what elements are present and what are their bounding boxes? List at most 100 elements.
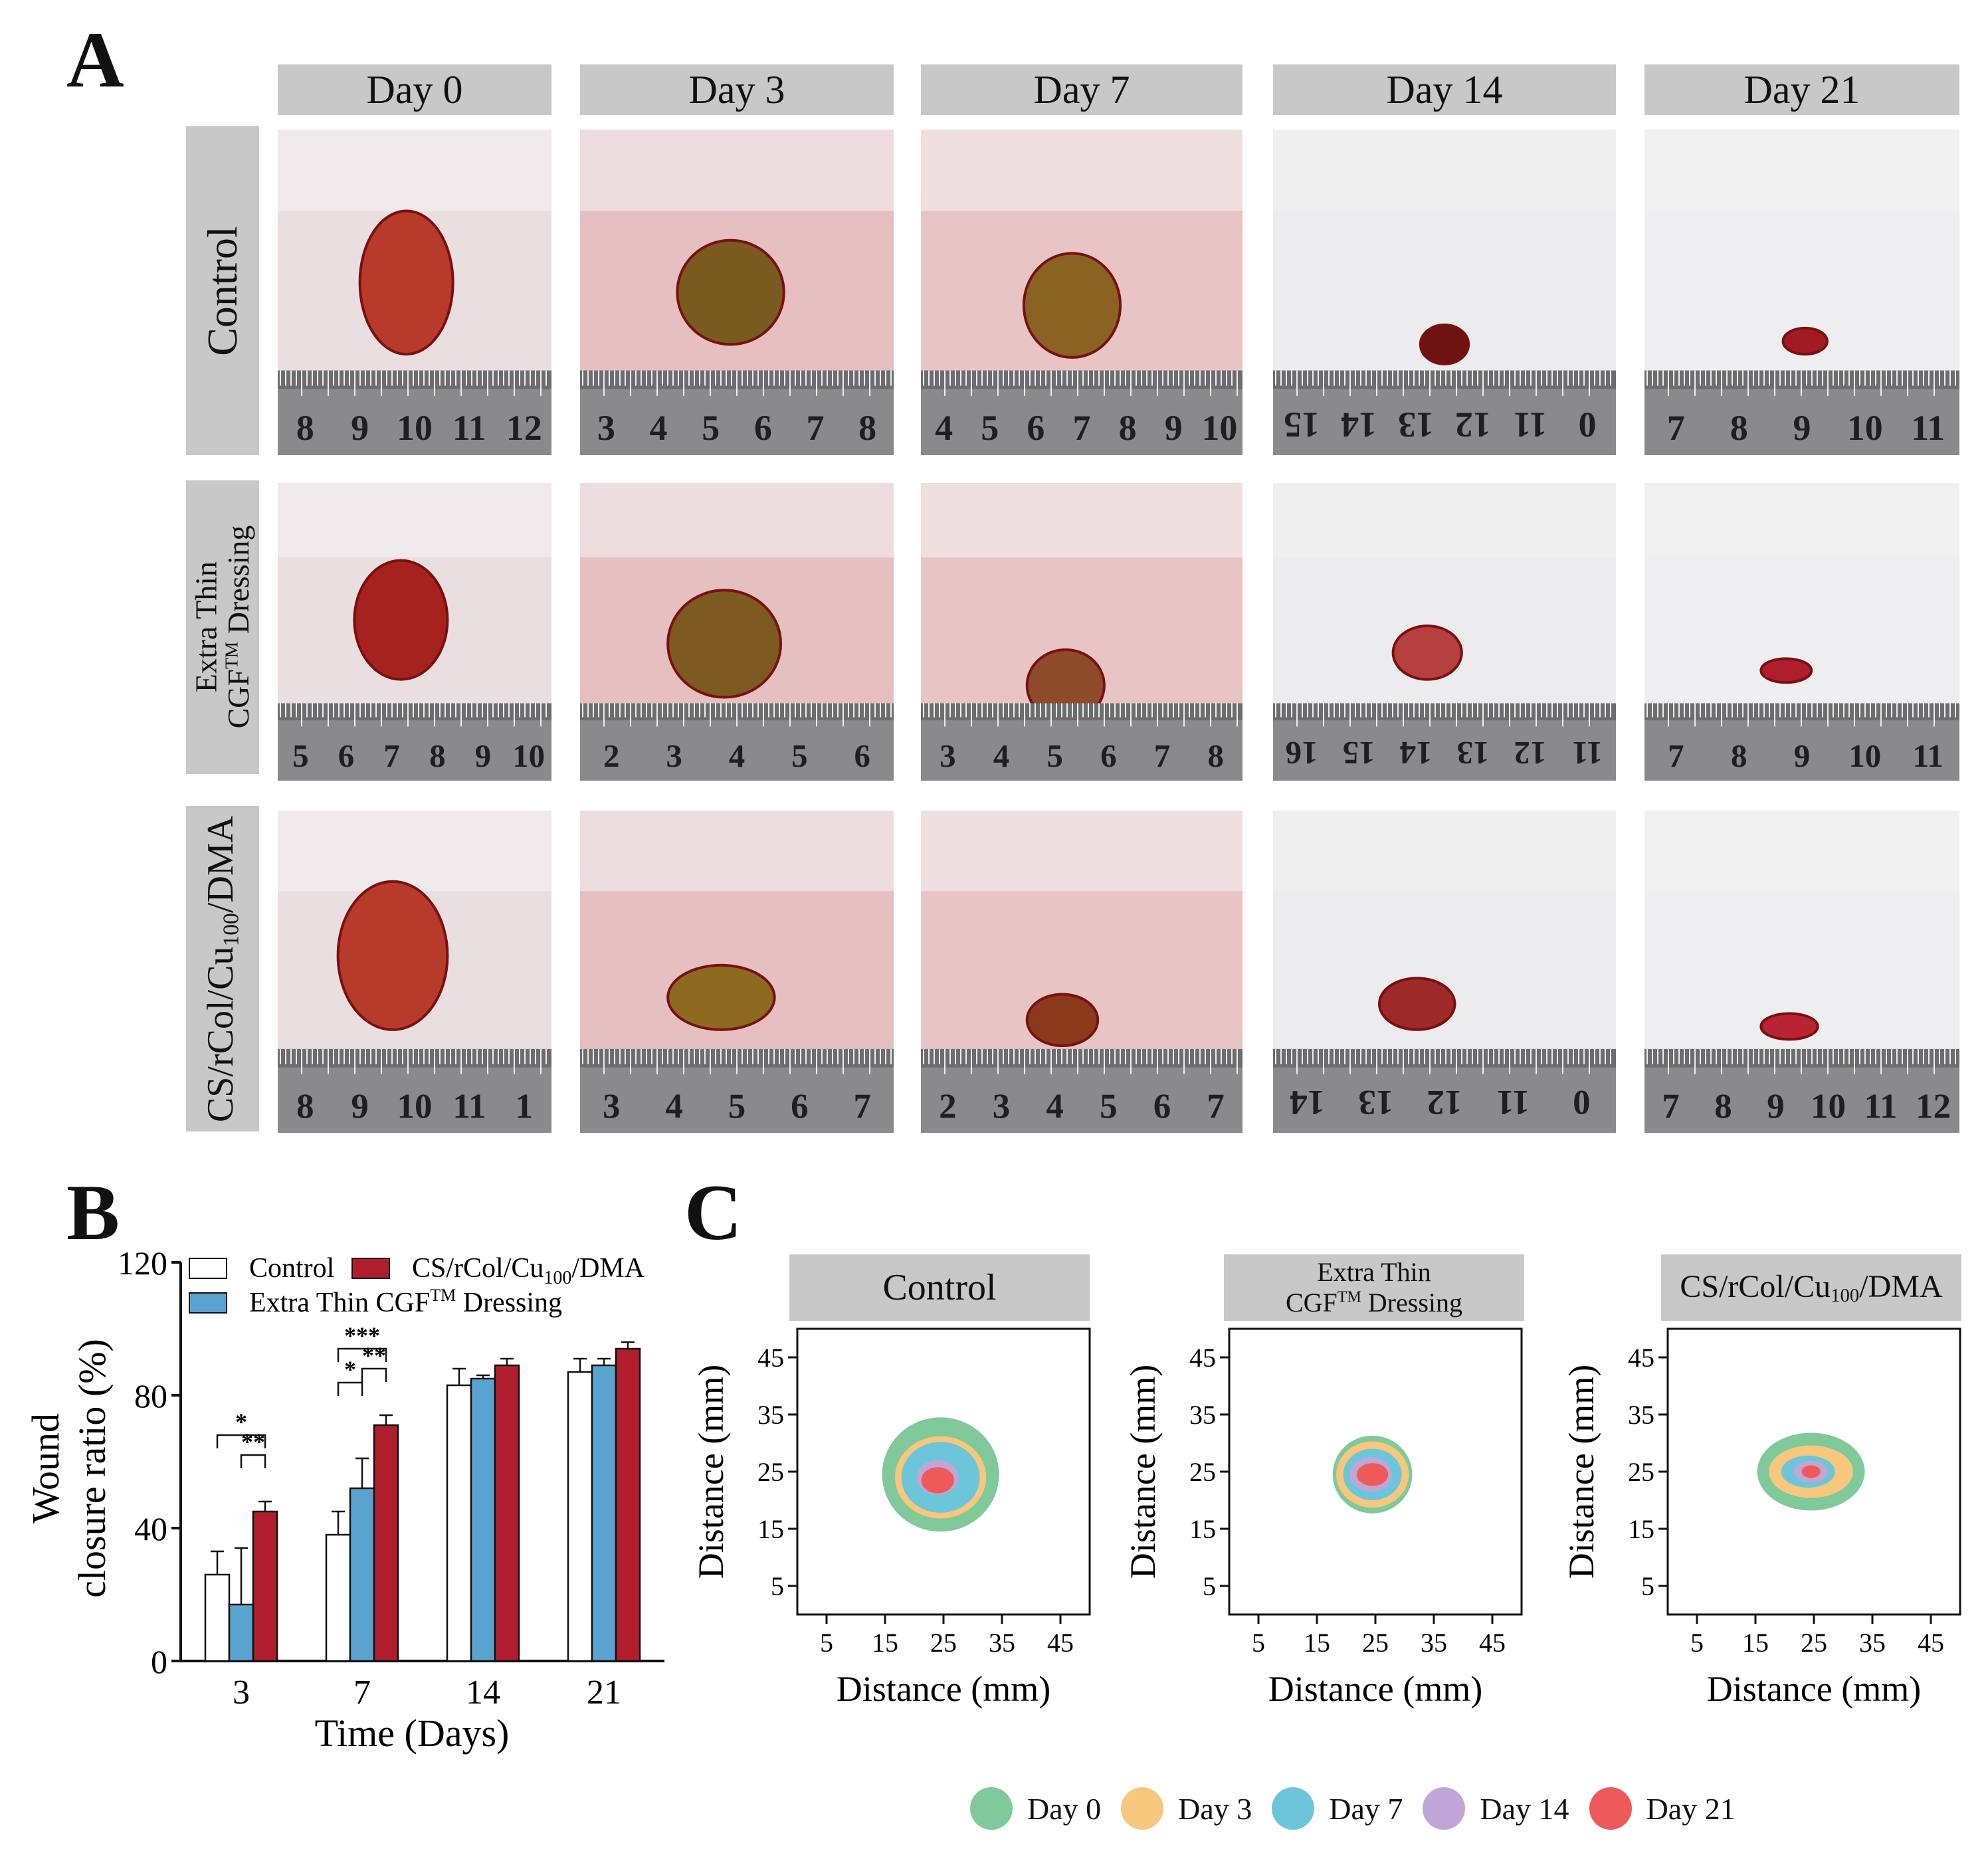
contour-ylabel: Distance (mm) [691, 1365, 731, 1579]
contour-y-tick-label: 15 [1628, 1514, 1654, 1544]
legend-item-day14: Day 14 [1423, 1787, 1569, 1830]
ruler-number: 13 [1457, 735, 1490, 771]
ruler-number: 6 [1153, 1087, 1171, 1125]
contour-x-tick-label: 25 [1801, 1628, 1827, 1658]
significance-bracket [216, 1434, 266, 1448]
contour-x-tick-label: 45 [1479, 1628, 1506, 1658]
significance-bracket [337, 1347, 387, 1362]
significance-bracket [240, 1454, 266, 1468]
significance-label: ** [362, 1342, 386, 1369]
contour-y-tick-label: 25 [1628, 1457, 1654, 1487]
wound-photo: 14 13 12 11 0 [1273, 811, 1616, 1133]
significance-bracket [361, 1367, 387, 1382]
ruler-number: 3 [603, 1087, 621, 1125]
ruler-number: 10 [1847, 408, 1883, 448]
bar-chart-xlabel: Time (Days) [315, 1711, 510, 1755]
ruler-number: 10 [1848, 737, 1881, 774]
ruler-number: 10 [397, 1087, 433, 1125]
contour-x-tick-label: 15 [1304, 1628, 1330, 1658]
contour-y-tick-label: 45 [1189, 1343, 1216, 1373]
significance-label: ** [241, 1428, 265, 1455]
day-header-0: Day 0 [278, 64, 551, 115]
wound-photo: 7 8 9 10 11 [1644, 483, 1959, 781]
legend-label: Control [249, 1253, 334, 1284]
bar-chart-y-tick-label: 40 [134, 1510, 167, 1547]
ruler-number: 4 [1046, 1087, 1064, 1125]
wound-photo: 7 8 9 10 11 12 [1644, 811, 1959, 1133]
contour-header-extra-thin-dressing: Dressing [1361, 1288, 1463, 1318]
ruler-number: 13 [1398, 405, 1434, 444]
contour-header-cs-text: CS/rCol/Cu100/DMA [1680, 1268, 1942, 1307]
contour-ylabel: Distance (mm) [1123, 1365, 1163, 1579]
ruler-number: 8 [1119, 408, 1137, 448]
wound-photo-image: 8 9 10 11 1 [278, 811, 551, 1133]
wound-photo-image: 8 9 10 11 12 [278, 130, 551, 455]
wound-photo: 3 4 5 6 7 [580, 811, 894, 1133]
ruler-number: 5 [791, 737, 808, 774]
bar-chart-y-tick-label: 0 [151, 1643, 167, 1680]
contour-y-tick-label: 5 [1641, 1571, 1654, 1601]
wound-photo-image: 7 8 9 10 11 [1644, 483, 1959, 781]
significance-label: *** [344, 1322, 380, 1349]
legend-swatch [351, 1258, 390, 1279]
bar-chart-ylabel-line1: Wound [24, 1413, 67, 1523]
bar [228, 1603, 254, 1662]
bar-chart-x-tick-label: 7 [353, 1674, 371, 1711]
legend-item-day0: Day 0 [970, 1787, 1101, 1830]
ruler-number: 8 [1730, 408, 1748, 448]
ruler-number: 3 [666, 737, 682, 774]
contour-x-tick-label: 5 [1252, 1628, 1265, 1658]
ruler-number: 12 [1427, 1083, 1462, 1122]
ruler-number: 7 [1667, 408, 1685, 448]
row-label-extra-thin-tm: TM [221, 642, 242, 670]
contour-y-tick-label: 5 [771, 1571, 784, 1601]
ruler-number: 8 [1714, 1087, 1732, 1125]
ruler-number: 9 [1794, 737, 1811, 774]
contour-y-tick-label: 45 [757, 1343, 784, 1373]
bar-chart-x-tick-label: 3 [233, 1674, 250, 1711]
legend-swatch [189, 1258, 227, 1279]
ruler-number: 9 [475, 737, 492, 774]
contour-xlabel: Distance (mm) [837, 1669, 1050, 1709]
legend-label: CS/rCol/Cu100/DMA [412, 1253, 645, 1288]
contour-x-tick-label: 45 [1047, 1628, 1074, 1658]
bar [204, 1573, 231, 1662]
row-label-cs-sub: 100 [219, 912, 244, 947]
row-label-cs-main: CS/rCol/Cu [200, 946, 242, 1122]
wound-photo: 2 3 4 5 6 [580, 483, 894, 781]
row-label-extra-thin: Extra Thin CGFTM Dressing [186, 480, 259, 774]
wound-photo: 7 8 9 10 11 [1644, 130, 1959, 455]
ruler-number: 4 [729, 737, 746, 774]
ruler-number: 5 [981, 408, 999, 448]
contour-xlabel: Distance (mm) [1707, 1669, 1921, 1709]
contour-y-tick-label: 5 [1203, 1571, 1216, 1601]
ruler-number: 4 [935, 408, 953, 448]
bar [470, 1377, 496, 1662]
ruler-number: 2 [603, 737, 620, 774]
ruler-number: 8 [1207, 737, 1224, 774]
ruler-number: 6 [854, 737, 871, 774]
ruler-number: 11 [452, 1087, 486, 1125]
ruler-number: 6 [1027, 408, 1044, 448]
contour-y-tick-label: 15 [757, 1514, 784, 1544]
wound-photo-image: 15 14 13 12 11 0 [1273, 130, 1616, 455]
contour-x-tick-label: 45 [1918, 1628, 1944, 1658]
legend-dot-day7 [1272, 1787, 1315, 1830]
significance-label: * [344, 1356, 356, 1383]
bar [446, 1384, 472, 1662]
wound-photo-image: 5 6 7 8 9 10 [278, 483, 551, 781]
ruler-number: 9 [1793, 408, 1811, 448]
contour-y-tick-label: 35 [757, 1400, 784, 1430]
contour-header-cs-tail: /DMA [1859, 1268, 1943, 1304]
ruler-number: 2 [939, 1087, 957, 1125]
ruler-number: 12 [1514, 735, 1547, 771]
contour-plot-cs: 5 5 15 15 25 25 35 35 45 45 Distance (mm) Distance … [1561, 1327, 1961, 1709]
ruler-number: 3 [597, 408, 615, 448]
ruler-number: 10 [1811, 1087, 1846, 1125]
ruler-number: 5 [292, 737, 309, 774]
wound-photo: 8 9 10 11 1 [278, 811, 551, 1133]
bar-chart-x-tick-label: 14 [466, 1674, 500, 1711]
